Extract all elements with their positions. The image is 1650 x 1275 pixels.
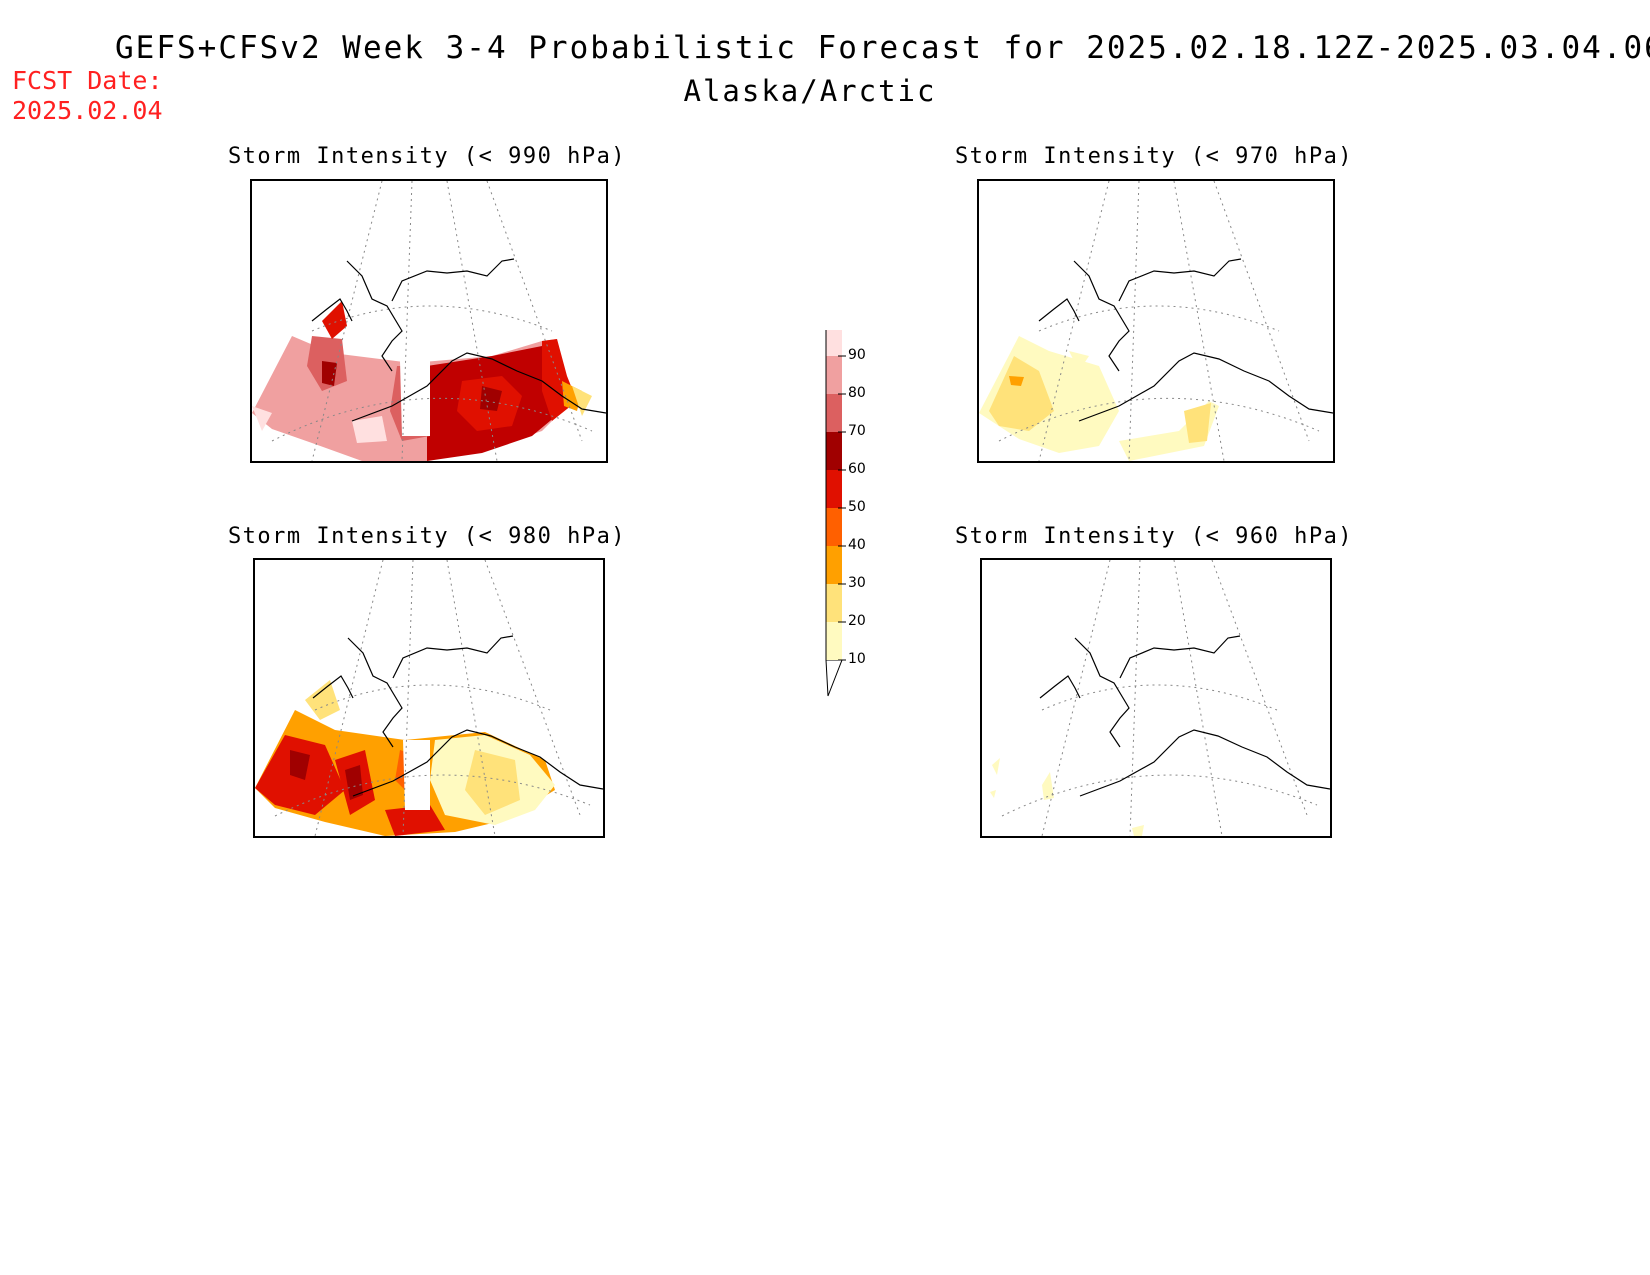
panel-980-title: Storm Intensity (< 980 hPa) <box>227 524 627 549</box>
colorbar-label: 50 <box>848 499 866 515</box>
colorbar-label: 20 <box>848 613 866 629</box>
grid-lines-970 <box>998 181 1320 461</box>
grid-lines-980 <box>274 560 591 836</box>
map-970-svg <box>979 181 1333 461</box>
grid-lines-960 <box>1001 560 1318 836</box>
map-960-svg <box>990 560 1330 836</box>
colorbar-segment-40 <box>826 508 842 546</box>
coastline-990 <box>311 258 606 422</box>
probability-fill-980 <box>255 680 555 836</box>
colorbar-label: 60 <box>848 461 866 477</box>
coastline-970 <box>1038 258 1333 422</box>
map-panel-970 <box>977 179 1335 463</box>
colorbar-segment-80 <box>826 356 842 394</box>
map-panel-960 <box>980 558 1332 838</box>
panel-970-title: Storm Intensity (< 970 hPa) <box>954 144 1354 169</box>
colorbar-segment-20 <box>826 584 842 622</box>
colorbar-segment-70 <box>826 394 842 432</box>
coastline-980 <box>312 635 603 797</box>
fcst-date-label: FCST Date: <box>12 66 163 95</box>
colorbar-label: 90 <box>848 347 866 363</box>
colorbar-segment-50 <box>826 470 842 508</box>
coastline-960 <box>1039 635 1330 797</box>
colorbar-segment-60 <box>826 432 842 470</box>
colorbar-segment-30 <box>826 546 842 584</box>
colorbar-segment-90 <box>826 318 842 356</box>
colorbar-label: 10 <box>848 651 866 667</box>
map-panel-990 <box>250 179 608 463</box>
colorbar-segment-10 <box>826 622 842 660</box>
probability-fill-990 <box>252 301 592 461</box>
probability-fill-970 <box>979 336 1219 461</box>
colorbar-label: 80 <box>848 385 866 401</box>
grid-lines-990 <box>271 181 593 461</box>
colorbar-label: 30 <box>848 575 866 591</box>
panel-960-title: Storm Intensity (< 960 hPa) <box>954 524 1354 549</box>
map-990-svg <box>252 181 606 461</box>
map-panel-980 <box>253 558 605 838</box>
colorbar-label: 40 <box>848 537 866 553</box>
region-subtitle: Alaska/Arctic <box>683 74 937 108</box>
colorbar-label: 70 <box>848 423 866 439</box>
map-980-svg <box>255 560 603 836</box>
colorbar-bottom-tail <box>825 659 843 697</box>
probability-fill-960 <box>990 758 1144 836</box>
figure-title: GEFS+CFSv2 Week 3-4 Probabilistic Foreca… <box>115 30 1650 66</box>
fcst-date-value: 2025.02.04 <box>12 96 163 125</box>
panel-990-title: Storm Intensity (< 990 hPa) <box>227 144 627 169</box>
forecast-date-block: FCST Date: 2025.02.04 <box>12 66 163 126</box>
